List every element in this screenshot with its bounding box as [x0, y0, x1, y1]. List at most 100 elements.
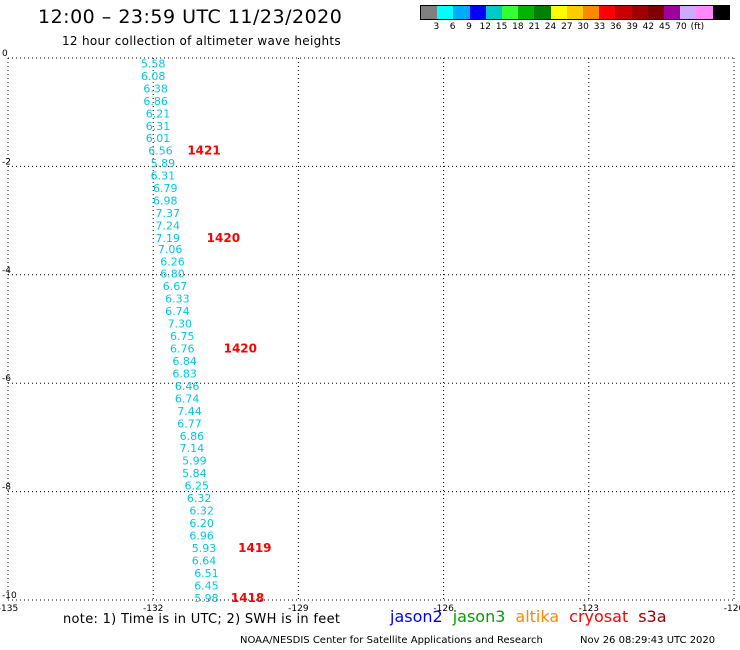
swh-value: 6.45 [194, 579, 219, 592]
y-tick-label: -6 [2, 374, 11, 384]
legend-label: 39 [626, 22, 638, 32]
swh-value: 5.89 [151, 157, 176, 170]
swh-value: 7.37 [155, 207, 180, 220]
swh-value: 6.77 [177, 417, 202, 430]
satellite-name: jason3 [452, 607, 506, 626]
swh-value: 6.76 [170, 343, 195, 356]
swh-value: 7.24 [155, 219, 180, 232]
swh-value: 6.21 [146, 107, 171, 120]
time-label: 1421 [187, 144, 220, 158]
legend-label: 21 [528, 22, 540, 32]
legend-label: 27 [561, 22, 573, 32]
swh-value: 5.93 [192, 542, 217, 555]
legend-label: 45 [659, 22, 671, 32]
legend-swatch [647, 6, 665, 19]
swh-value: 6.98 [153, 195, 178, 208]
time-label: 1420 [207, 231, 240, 245]
legend-label: 15 [495, 22, 508, 32]
legend-swatch [550, 6, 567, 19]
swh-value: 5.58 [141, 57, 166, 70]
swh-value: 6.86 [143, 95, 168, 108]
swh-value: 7.44 [177, 405, 202, 418]
legend-label: 24 [544, 22, 557, 32]
swh-value: 6.56 [148, 145, 173, 158]
x-tick-label: -132 [143, 604, 163, 614]
legend-label: 36 [610, 22, 622, 32]
legend-swatch [518, 6, 535, 19]
swh-value: 6.75 [170, 330, 195, 343]
swh-value: 6.32 [189, 505, 214, 518]
legend-label: 42 [642, 22, 655, 32]
satellite-name: jason2 [390, 607, 443, 626]
legend-swatch [583, 6, 600, 19]
swh-value: 6.51 [194, 567, 219, 580]
time-label: 1419 [238, 541, 271, 555]
swh-value: 6.67 [163, 280, 188, 293]
legend-swatch [599, 6, 616, 19]
legend-label: 12 [479, 22, 491, 32]
swh-value: 6.80 [160, 268, 185, 281]
swh-value: 6.01 [146, 132, 171, 145]
x-tick-label: -123 [579, 604, 599, 614]
time-label: 1418 [231, 591, 264, 605]
swh-value: 6.84 [172, 355, 197, 368]
swh-value: 5.84 [182, 467, 207, 480]
legend-swatch [485, 6, 503, 19]
legend-label: 6 [449, 22, 456, 32]
swh-value: 6.31 [151, 170, 176, 183]
y-tick-label: -4 [2, 266, 11, 276]
x-tick-label: -126 [433, 604, 454, 614]
legend-label: 9 [466, 22, 472, 32]
legend-labels: 3 6 9 12 15 18 21 24 27 30 33 36 39 42 45 70 (ft) [420, 22, 730, 36]
satellite-name: altika [515, 607, 560, 626]
swh-value: 6.96 [189, 530, 214, 543]
legend-swatch [664, 6, 681, 19]
swh-value: 6.83 [172, 367, 197, 380]
swh-value: 6.64 [192, 554, 217, 567]
legend-swatch [680, 6, 697, 19]
swh-value: 6.79 [153, 182, 178, 195]
swh-value: 6.38 [143, 82, 168, 95]
swh-value: 6.32 [187, 492, 212, 505]
legend-label: 30 [577, 22, 589, 32]
y-tick-label: -8 [2, 483, 11, 493]
swh-value: 6.74 [165, 305, 190, 318]
legend-swatch [421, 6, 438, 19]
credit-text: NOAA/NESDIS Center for Satellite Applica… [240, 635, 543, 646]
swh-value: 7.06 [158, 243, 183, 256]
legend-label: 18 [512, 22, 524, 32]
legend-label: 70 [675, 22, 687, 32]
swh-value: 6.86 [180, 430, 205, 443]
swh-value: 6.08 [141, 70, 166, 83]
x-tick-label: -135 [0, 604, 18, 614]
legend-swatch [437, 6, 454, 19]
swh-value: 7.14 [180, 442, 205, 455]
swh-value: 6.26 [160, 255, 185, 268]
footer-note: note: 1) Time is in UTC; 2) SWH is in fe… [63, 612, 341, 627]
y-tick-label: -2 [2, 157, 11, 167]
chart-title: 12:00 – 23:59 UTC 11/23/2020 [38, 6, 343, 28]
satellite-name: cryosat [569, 607, 629, 626]
legend-swatch [469, 6, 486, 19]
legend-swatch [712, 6, 729, 19]
legend-swatch [502, 6, 519, 19]
legend-label: 33 [593, 22, 606, 32]
color-legend: 3 6 9 12 15 18 21 24 27 30 33 36 39 42 45 70 (ft) [420, 5, 730, 37]
legend-swatch-bar [420, 5, 730, 20]
swh-value: 6.33 [165, 293, 190, 306]
swh-value: 6.20 [189, 517, 214, 530]
satellite-legend: jason2 jason3 altika cryosat s3a [390, 607, 677, 626]
chart-subtitle: 12 hour collection of altimeter wave hei… [62, 34, 341, 48]
legend-swatch [453, 6, 470, 19]
swh-value: 7.30 [168, 318, 193, 331]
legend-swatch [566, 6, 584, 19]
swh-value: 6.46 [175, 380, 200, 393]
y-tick-label: -10 [2, 591, 17, 601]
swh-value: 6.31 [146, 120, 171, 133]
timestamp-text: Nov 26 08:29:43 UTC 2020 [580, 635, 716, 646]
y-tick-label: 0 [2, 49, 8, 59]
x-tick-label: -120 [724, 604, 740, 614]
legend-label: (ft) [690, 22, 705, 32]
swh-value: 6.74 [175, 392, 200, 405]
